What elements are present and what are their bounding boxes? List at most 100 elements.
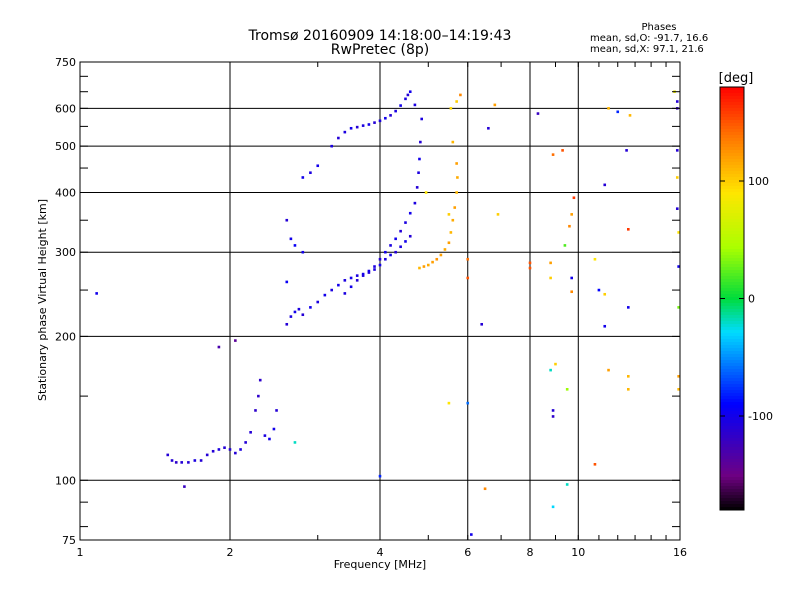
colorbar-segment (720, 402, 744, 406)
data-point (466, 276, 470, 280)
data-point (343, 130, 347, 134)
y-tick-label: 750 (55, 56, 76, 69)
data-point (677, 265, 680, 268)
colorbar-segment (720, 351, 744, 355)
colorbar-segment (720, 174, 744, 178)
data-point (435, 257, 439, 261)
colorbar-segment (720, 159, 744, 163)
colorbar-segment (720, 336, 744, 340)
data-point (361, 124, 365, 127)
data-point (309, 171, 312, 175)
data-point (420, 117, 423, 121)
colorbar-segment (720, 279, 744, 283)
data-point (378, 257, 382, 261)
data-point (180, 461, 184, 464)
data-point (293, 310, 297, 314)
colorbar-segment (720, 372, 744, 376)
data-point (285, 280, 289, 284)
colorbar-segment (720, 432, 744, 436)
x-tick-label: 1 (77, 546, 84, 559)
colorbar-segment (720, 300, 744, 304)
colorbar-tick-label: 100 (748, 175, 769, 188)
data-point (205, 453, 209, 457)
colorbar-segment (720, 156, 744, 160)
colorbar-segment (720, 309, 744, 313)
colorbar-segment (720, 459, 744, 463)
colorbar-segment (720, 102, 744, 106)
colorbar-segment (720, 378, 744, 382)
colorbar-segment (720, 243, 744, 247)
colorbar-segment (720, 123, 744, 127)
data-point (263, 434, 267, 437)
y-tick-label: 200 (55, 330, 76, 343)
data-point (570, 290, 573, 294)
data-point (675, 176, 679, 179)
data-point (451, 140, 455, 144)
data-point (418, 157, 421, 161)
data-point (528, 266, 532, 270)
colorbar-segment (720, 441, 744, 445)
colorbar-segment (720, 165, 744, 169)
data-point (413, 201, 417, 205)
data-point (603, 324, 607, 328)
colorbar-segment (720, 99, 744, 103)
data-point (466, 257, 470, 261)
data-point (565, 483, 569, 486)
data-point (616, 110, 620, 114)
colorbar-segment (720, 114, 744, 118)
x-tick-label: 2 (227, 546, 234, 559)
colorbar-segment (720, 141, 744, 145)
data-point (254, 409, 257, 412)
colorbar-segment (720, 252, 744, 256)
colorbar-segment (720, 471, 744, 475)
x-tick-label: 16 (673, 546, 687, 559)
data-point (389, 114, 392, 117)
data-points (95, 90, 680, 536)
colorbar-segment (720, 216, 744, 220)
data-point (549, 276, 552, 280)
colorbar-segment (720, 291, 744, 295)
data-point (211, 449, 215, 453)
data-point (367, 123, 371, 126)
colorbar-segment (720, 312, 744, 316)
colorbar-segment (720, 126, 744, 130)
data-point (239, 448, 242, 451)
data-point (483, 487, 487, 491)
colorbar-segment (720, 297, 744, 301)
data-point (549, 368, 552, 372)
colorbar: 100 0 -100 (719, 86, 773, 511)
colorbar-tick-label: 0 (748, 293, 755, 306)
colorbar-segment (720, 324, 744, 328)
data-point (418, 266, 421, 270)
colorbar-segment (720, 411, 744, 415)
data-point (394, 250, 397, 254)
data-point (399, 245, 402, 249)
data-point (199, 459, 203, 462)
data-point (349, 276, 353, 280)
data-point (570, 213, 573, 216)
data-point (301, 176, 305, 179)
data-point (408, 90, 412, 94)
colorbar-segment (720, 396, 744, 400)
colorbar-segment (720, 108, 744, 112)
grid-lines (79, 61, 681, 541)
data-point (426, 263, 430, 267)
data-point (408, 211, 412, 215)
data-point (603, 292, 607, 296)
data-point (628, 114, 632, 117)
colorbar-segment (720, 426, 744, 430)
colorbar-segment (720, 333, 744, 337)
y-axis-label: Stationary phase Virtual Height [km] (36, 199, 49, 401)
data-point (408, 234, 412, 238)
data-point (293, 244, 297, 247)
colorbar-segment (720, 171, 744, 175)
colorbar-segment (720, 231, 744, 235)
data-point (234, 451, 237, 455)
colorbar-segment (720, 429, 744, 433)
data-point (378, 474, 382, 478)
data-point (330, 144, 334, 148)
colorbar-segment (720, 222, 744, 226)
colorbar-segment (720, 345, 744, 349)
colorbar-segment (720, 261, 744, 265)
data-point (563, 244, 567, 247)
